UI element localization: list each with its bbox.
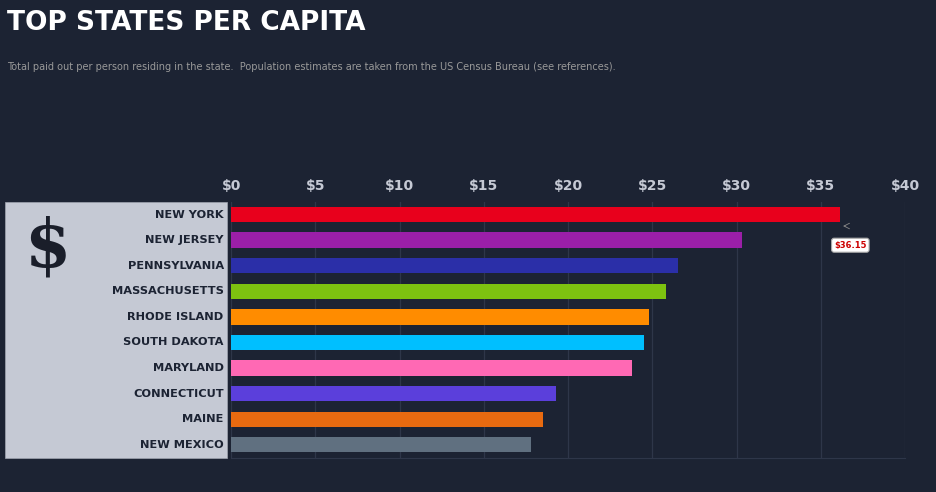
Text: MASSACHUSETTS: MASSACHUSETTS [111,286,224,296]
Bar [231,437,531,453]
Text: RHODE ISLAND: RHODE ISLAND [127,312,224,322]
Text: $36.15: $36.15 [834,241,867,250]
Text: NEW YORK: NEW YORK [155,210,224,219]
Text: TOP STATES PER CAPITA: TOP STATES PER CAPITA [7,10,366,36]
Text: PENNSYLVANIA: PENNSYLVANIA [127,261,224,271]
Text: MARYLAND: MARYLAND [153,363,224,373]
Bar [231,258,678,274]
Bar [231,335,644,350]
Text: Total paid out per person residing in the state.  Population estimates are taken: Total paid out per person residing in th… [7,62,616,71]
Text: NEW MEXICO: NEW MEXICO [140,440,224,450]
Bar [231,232,741,248]
Bar [231,207,841,222]
Text: CONNECTICUT: CONNECTICUT [133,389,224,399]
Text: MAINE: MAINE [183,414,224,424]
Bar [231,411,543,427]
Bar [231,283,665,299]
Text: SOUTH DAKOTA: SOUTH DAKOTA [124,338,224,347]
Bar [231,386,556,401]
Bar [231,360,632,376]
Text: NEW JERSEY: NEW JERSEY [145,235,224,245]
Text: $: $ [23,215,70,280]
Bar [231,309,649,325]
